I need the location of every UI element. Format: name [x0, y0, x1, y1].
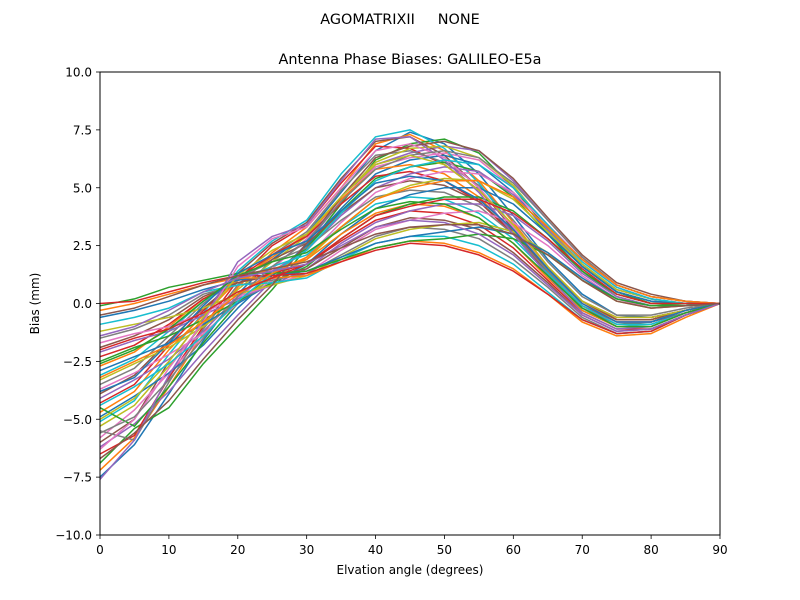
y-tick-label: 10.0	[65, 66, 92, 80]
series-line	[99, 154, 721, 420]
series-line	[99, 200, 721, 365]
series-line	[99, 233, 721, 307]
y-tick-label: 5.0	[73, 181, 92, 195]
y-tick-label: 0.0	[73, 297, 92, 311]
x-tick-label: 90	[712, 543, 727, 557]
series-line	[99, 242, 721, 335]
series-line	[99, 131, 721, 478]
chart-suptitle: AGOMATRIXII NONE	[320, 12, 479, 28]
series-lines	[99, 129, 721, 480]
series-line	[99, 224, 721, 316]
x-tick-label: 80	[643, 543, 658, 557]
y-tick-label: −2.5	[63, 355, 92, 369]
x-tick-label: 40	[368, 543, 383, 557]
series-line	[99, 136, 721, 444]
x-tick-label: 0	[96, 543, 104, 557]
chart-title: Antenna Phase Biases: GALILEO-E5a	[279, 52, 542, 68]
x-tick-label: 70	[575, 543, 590, 557]
y-axis-label: Bias (mm)	[28, 273, 42, 335]
y-tick-label: −10.0	[55, 529, 92, 543]
series-line	[99, 177, 720, 381]
y-axis-ticks: −10.0 −7.5 −5.0 −2.5 0.0 2.5 5.0 7.5 10.0	[55, 66, 100, 543]
series-line	[99, 203, 721, 353]
x-axis-ticks: 0 10 20 30 40 50 60 70 80 90	[96, 535, 728, 557]
series-line	[99, 140, 721, 460]
y-tick-label: −5.0	[63, 413, 92, 427]
y-tick-label: −7.5	[63, 471, 92, 485]
series-line	[99, 175, 721, 393]
series-line	[99, 149, 721, 441]
x-axis-label: Elvation angle (degrees)	[337, 563, 484, 577]
series-line	[99, 136, 721, 480]
series-line	[99, 159, 720, 407]
x-tick-label: 30	[299, 543, 314, 557]
x-tick-label: 10	[161, 543, 176, 557]
series-line	[99, 180, 721, 379]
y-tick-label: 7.5	[73, 123, 92, 137]
x-tick-label: 50	[437, 543, 452, 557]
series-line	[99, 198, 720, 351]
y-tick-label: 2.5	[73, 239, 92, 253]
x-tick-label: 20	[230, 543, 245, 557]
series-line	[99, 219, 721, 337]
x-tick-label: 60	[506, 543, 521, 557]
series-line	[99, 187, 720, 372]
